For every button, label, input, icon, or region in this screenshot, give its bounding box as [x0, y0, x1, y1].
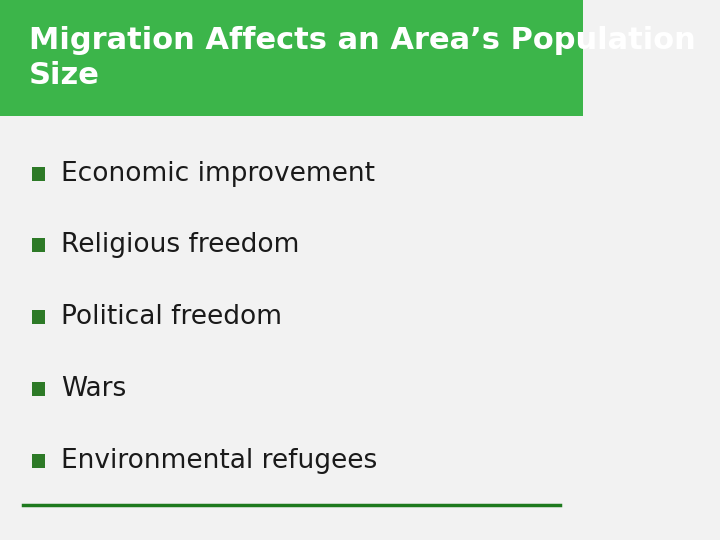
Text: Migration Affects an Area’s Population
Size: Migration Affects an Area’s Population S…	[30, 25, 696, 91]
FancyBboxPatch shape	[32, 239, 45, 252]
FancyBboxPatch shape	[32, 310, 45, 324]
Text: Economic improvement: Economic improvement	[61, 160, 375, 187]
Text: Political freedom: Political freedom	[61, 304, 282, 330]
FancyBboxPatch shape	[32, 382, 45, 396]
FancyBboxPatch shape	[32, 166, 45, 180]
Text: Wars: Wars	[61, 376, 127, 402]
Text: Environmental refugees: Environmental refugees	[61, 448, 377, 474]
FancyBboxPatch shape	[32, 454, 45, 468]
Text: Religious freedom: Religious freedom	[61, 232, 300, 259]
FancyBboxPatch shape	[0, 0, 583, 116]
